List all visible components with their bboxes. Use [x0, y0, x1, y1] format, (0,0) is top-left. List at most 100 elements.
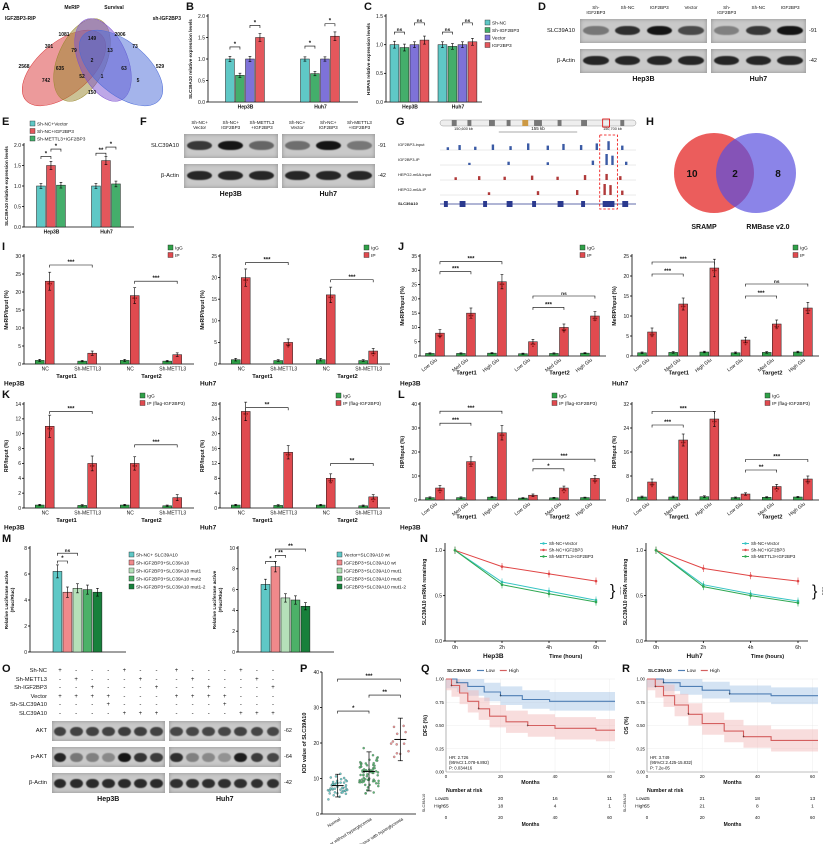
panel-label-q: Q: [421, 663, 430, 675]
svg-text:10: 10: [313, 776, 319, 782]
bar-chart-svg: 0 4 8 12 16 20 24 28 RIP/Input (%) NC Sh-METTL3 NC S…: [200, 392, 390, 532]
svg-text:Vector+SLC39A10 wt: Vector+SLC39A10 wt: [344, 552, 390, 558]
svg-text:Sh-NC+Vector: Sh-NC+Vector: [37, 121, 68, 127]
svg-text:0.75: 0.75: [435, 700, 444, 705]
svg-text:***: ***: [680, 407, 688, 413]
svg-text:NC: NC: [127, 367, 135, 373]
svg-text:MeRIP/Input (%): MeRIP/Input (%): [200, 290, 206, 330]
svg-text:0.00: 0.00: [435, 770, 444, 775]
svg-text:IGF2BP3+SLC39A10 mut1: IGF2BP3+SLC39A10 mut1: [344, 568, 402, 574]
svg-text:0.5: 0.5: [198, 78, 205, 84]
svg-text:IGF2BP3+SLC39A10 mut1-2: IGF2BP3+SLC39A10 mut1-2: [344, 584, 406, 590]
svg-text:40: 40: [313, 670, 319, 676]
svg-text:24: 24: [623, 426, 629, 432]
svg-text:20: 20: [498, 774, 503, 779]
svg-text:Target1: Target1: [668, 515, 689, 521]
svg-text:155 kb: 155 kb: [531, 126, 545, 131]
panel-G: G 155 kb 150,600 kb 150,700 kb IGF2BP3-inpu…: [396, 117, 642, 240]
venn4-svg: IGF2BP3-RIP MeRIP Survival sh-IGF2BP3 2568 10…: [5, 5, 181, 107]
svg-text:13: 13: [107, 48, 113, 54]
svg-text:2.0: 2.0: [14, 143, 21, 149]
genome-browser-tracks: 155 kb 150,600 kb 150,700 kb IGF2BP3-input I…: [396, 117, 642, 240]
svg-text:0.0: 0.0: [435, 639, 442, 645]
svg-text:High Glu: High Glu: [482, 357, 501, 374]
svg-text:2h: 2h: [499, 645, 505, 651]
svg-text:IgG: IgG: [587, 245, 595, 251]
svg-text:0: 0: [24, 650, 27, 656]
svg-text:21: 21: [699, 796, 705, 802]
svg-text:***: ***: [348, 275, 356, 281]
svg-text:301: 301: [45, 44, 54, 50]
svg-text:***: ***: [773, 455, 781, 461]
bar-chart-svg: 0 2 4 6 8 Relative Luciferase active (Fluc/Rlu…: [4, 546, 206, 656]
svg-text:0: 0: [445, 774, 448, 779]
svg-text:0: 0: [646, 774, 649, 779]
svg-text:*: *: [254, 20, 257, 26]
svg-text:Target1: Target1: [252, 374, 273, 380]
svg-text:0.5: 0.5: [435, 593, 442, 599]
svg-text:IP (flag-IGF2BP3): IP (flag-IGF2BP3): [559, 401, 597, 407]
svg-text:25: 25: [411, 282, 417, 288]
svg-text:0h: 0h: [452, 645, 458, 651]
svg-text:8: 8: [214, 476, 217, 482]
svg-text:1: 1: [608, 804, 611, 810]
hspa5-expression-bar-chart: 0.0 0.5 1.0 1.5 HSPA5 relative expression le…: [364, 2, 534, 115]
western-blot-akt-conditions: Sh-NC + - - - + - - + - - - + - - Sh-METTL3- + - - - + - - + - - -…: [9, 668, 292, 803]
svg-text:Low Glu: Low Glu: [421, 501, 439, 517]
svg-text:IgG: IgG: [147, 393, 155, 399]
panel-E: E 0.0 0.5 1.0 1.5 2.0 SLC39A10 relative expre…: [2, 117, 138, 240]
svg-text:18: 18: [498, 804, 504, 810]
panel-L: L 0 10 20 30 40 RIP/Input (%) Low Glu Med Glu Hi…: [398, 390, 823, 532]
panel-I: I 0 5 10 15 20 25 30 MeRIP/Input (%) NC Sh-METTL3…: [2, 242, 394, 388]
svg-text:Sh-METTL3+IGF2BP3: Sh-METTL3+IGF2BP3: [37, 136, 86, 142]
svg-text:**: **: [288, 544, 293, 550]
svg-text:IgG: IgG: [175, 245, 183, 251]
svg-text:10: 10: [15, 432, 21, 438]
svg-text:ns: ns: [65, 549, 71, 554]
svg-text:Time (hours): Time (hours): [751, 654, 784, 660]
svg-text:2568: 2568: [18, 64, 29, 70]
svg-text:Months: Months: [724, 822, 742, 828]
svg-text:4h: 4h: [748, 645, 754, 651]
svg-text:MeRIP: MeRIP: [64, 5, 80, 11]
svg-text:Low Glu: Low Glu: [633, 501, 651, 517]
svg-text:+: +: [728, 691, 731, 696]
svg-text:ns: ns: [465, 19, 471, 24]
svg-text:**: **: [278, 550, 283, 556]
panel-label-b: B: [186, 1, 194, 13]
svg-text:60: 60: [607, 815, 612, 820]
svg-text:0: 0: [626, 498, 629, 504]
panel-m-charts: 0 2 4 6 8 Relative Luciferase active (Fluc/Rlu…: [2, 534, 418, 660]
svg-text:***: ***: [152, 276, 160, 282]
panel-label-l: L: [398, 389, 405, 401]
svg-text:IGF2BP3-input: IGF2BP3-input: [398, 142, 425, 147]
svg-text:IGF2BP3+SLC39A10 wt: IGF2BP3+SLC39A10 wt: [344, 560, 397, 566]
svg-text:}: }: [610, 583, 616, 600]
svg-text:1.0: 1.0: [636, 548, 643, 554]
svg-text:0.5: 0.5: [636, 593, 643, 599]
svg-text:Low Glu: Low Glu: [633, 357, 651, 373]
panel-Q: Q 0.00 0.25 0.50 0.75 1.00 0 20 40 60 DFS (%) Mont…: [421, 664, 620, 844]
svg-text:20: 20: [411, 297, 417, 303]
svg-text:10: 10: [623, 314, 629, 320]
svg-text:Huh7: Huh7: [612, 525, 629, 532]
svg-text:ns: ns: [417, 19, 423, 24]
bar-chart-svg: 0 5 10 15 20 25 30 MeRIP/Input (%) NC Sh-METTL3 NC…: [4, 244, 194, 388]
svg-text:16: 16: [552, 796, 558, 802]
svg-text:Sh-METTL3: Sh-METTL3: [74, 367, 101, 373]
two-set-venn-diagram: 10 2 8 SRAMP RMBase v2.0: [646, 117, 823, 240]
svg-text:15: 15: [411, 311, 417, 317]
svg-text:Hep3B: Hep3B: [483, 653, 504, 660]
line-chart-svg: 0.0 0.5 1.0 SLC39A10 mRNA remaining 0h 2h 4h 6h…: [623, 541, 823, 660]
svg-text:***: ***: [67, 260, 75, 266]
svg-text:SLC39A10: SLC39A10: [623, 794, 627, 812]
svg-text:18: 18: [755, 796, 761, 802]
svg-text:25: 25: [644, 796, 650, 802]
svg-text:5: 5: [626, 334, 629, 340]
svg-text:Low Glu: Low Glu: [514, 357, 532, 373]
svg-text:0.0: 0.0: [376, 100, 383, 106]
dfs-survival-curve: 0.00 0.25 0.50 0.75 1.00 0 20 40 60 DFS (%) Months…: [421, 664, 620, 844]
svg-text:High: High: [434, 804, 444, 810]
